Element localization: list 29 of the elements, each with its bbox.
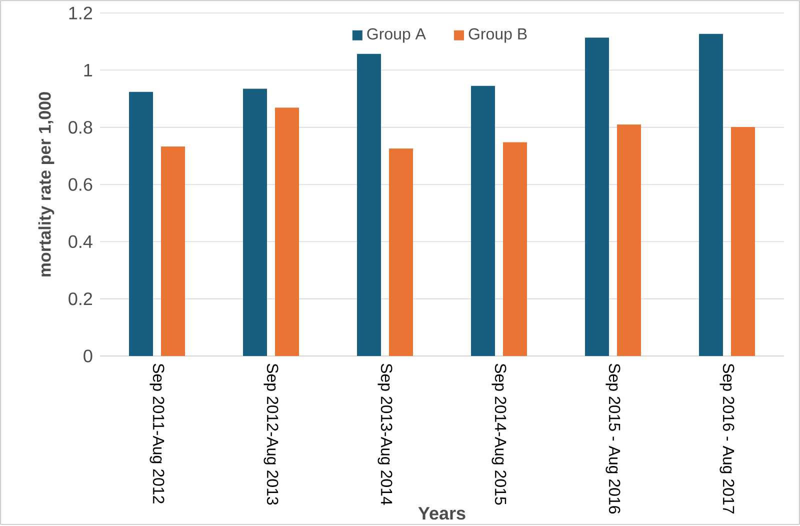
x-tick-label: Sep 2011-Aug 2012 bbox=[150, 364, 164, 504]
bar bbox=[502, 142, 527, 356]
bar bbox=[584, 37, 609, 356]
y-tick-label: 0 bbox=[84, 349, 92, 362]
x-tick-label: Sep 2014-Aug 2015 bbox=[492, 364, 506, 505]
y-tick-label: 1 bbox=[84, 64, 92, 76]
bar bbox=[161, 146, 186, 356]
x-axis-title: Years bbox=[418, 506, 466, 520]
bar bbox=[730, 126, 755, 356]
bar bbox=[388, 148, 413, 356]
bar bbox=[356, 54, 381, 356]
x-tick-label: Sep 2015 - Aug 2016 bbox=[606, 364, 620, 514]
y-tick-label: 0.2 bbox=[68, 292, 92, 306]
bar bbox=[129, 92, 154, 356]
bar bbox=[243, 88, 267, 356]
y-tick-label: 0.6 bbox=[68, 178, 92, 191]
bar bbox=[275, 107, 299, 356]
y-axis-title: mortality rate per 1,000 bbox=[38, 92, 54, 276]
bar bbox=[698, 34, 723, 356]
bar bbox=[616, 124, 641, 356]
legend-label: Group B bbox=[468, 28, 527, 43]
x-tick-label: Sep 2013-Aug 2014 bbox=[378, 364, 392, 505]
legend-label: Group A bbox=[367, 28, 426, 43]
y-tick-label: 0.4 bbox=[68, 235, 92, 248]
y-tick-label: 1.2 bbox=[69, 6, 92, 20]
x-tick-label: Sep 2012-Aug 2013 bbox=[264, 364, 278, 504]
y-tick-label: 0.8 bbox=[68, 120, 92, 134]
bar bbox=[470, 86, 495, 356]
x-tick-label: Sep 2016 - Aug 2017 bbox=[720, 364, 734, 514]
